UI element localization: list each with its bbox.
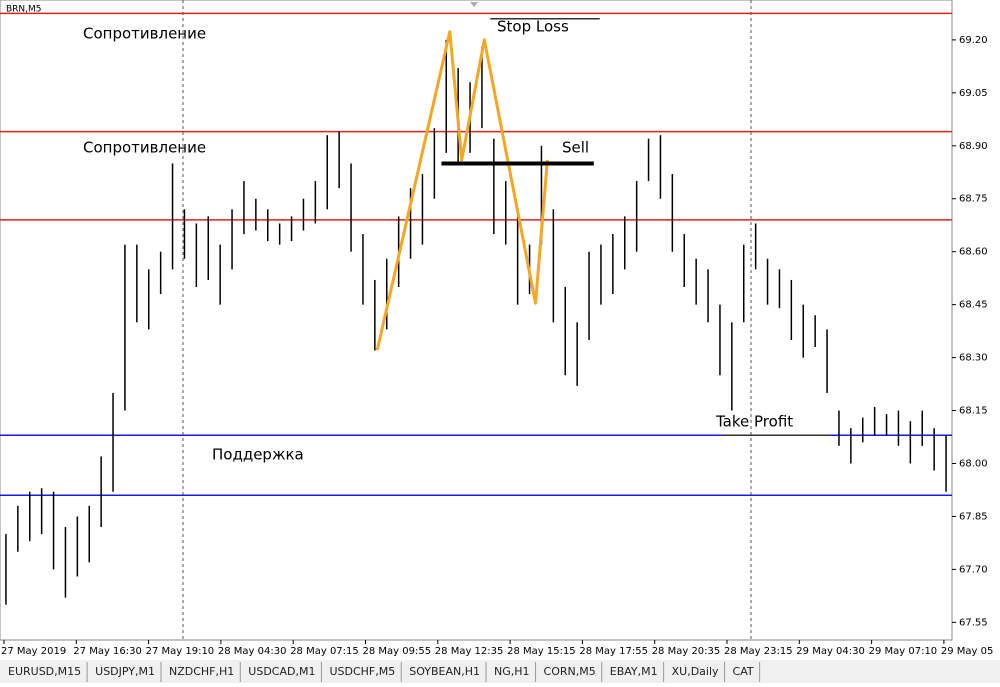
y-tick-label: 69.20 bbox=[959, 35, 988, 46]
y-tick-label: 68.90 bbox=[959, 141, 988, 152]
x-tick-label: 28 May 23:15 bbox=[724, 646, 793, 657]
tab[interactable]: USDCHF,M5 bbox=[329, 665, 395, 678]
y-tick-label: 68.75 bbox=[959, 194, 988, 205]
tab[interactable]: USDJPY,M1 bbox=[95, 665, 155, 678]
annotation: Sell bbox=[562, 139, 589, 157]
y-tick-label: 69.05 bbox=[959, 88, 988, 99]
x-tick-label: 29 May 04:30 bbox=[796, 646, 865, 657]
y-tick-label: 68.15 bbox=[959, 406, 988, 417]
symbol: BRN,M5 bbox=[6, 5, 42, 15]
tab[interactable]: EBAY,M1 bbox=[610, 665, 658, 678]
plot-frame bbox=[0, 0, 953, 641]
x-tick-label: 28 May 04:30 bbox=[218, 646, 287, 657]
y-tick-label: 68.45 bbox=[959, 300, 988, 311]
x-tick-label: 27 May 2019 bbox=[1, 646, 66, 657]
y-tick-label: 67.55 bbox=[959, 617, 988, 628]
y-tick-label: 68.60 bbox=[959, 247, 988, 258]
tab[interactable]: CORN,M5 bbox=[544, 665, 596, 678]
x-tick-label: 28 May 17:55 bbox=[579, 646, 648, 657]
annotation: Сопротивление bbox=[83, 25, 206, 43]
x-tick-label: 27 May 16:30 bbox=[73, 646, 142, 657]
tab[interactable]: EURUSD,M15 bbox=[8, 665, 81, 678]
tab[interactable]: USDCAD,M1 bbox=[248, 665, 315, 678]
y-tick-label: 68.00 bbox=[959, 458, 988, 469]
tab[interactable]: NZDCHF,H1 bbox=[169, 665, 234, 678]
scroll-marker bbox=[470, 2, 478, 7]
y-tick-label: 67.70 bbox=[959, 564, 988, 575]
annotation: Stop Loss bbox=[497, 18, 569, 36]
pattern-line bbox=[375, 30, 549, 351]
y-tick-label: 68.30 bbox=[959, 353, 988, 364]
tab-bar bbox=[0, 660, 1000, 683]
x-tick-label: 28 May 12:35 bbox=[435, 646, 504, 657]
annotation: Поддержка bbox=[212, 446, 304, 464]
x-tick-label: 29 May 07:10 bbox=[869, 646, 938, 657]
annotation: Сопротивление bbox=[83, 139, 206, 157]
x-tick-label: 27 May 19:10 bbox=[146, 646, 215, 657]
y-tick-label: 67.85 bbox=[959, 511, 988, 522]
tab[interactable]: NG,H1 bbox=[494, 665, 530, 678]
x-tick-label: 28 May 20:35 bbox=[652, 646, 721, 657]
x-tick-label: 29 May 05 bbox=[941, 646, 993, 657]
x-tick-label: 28 May 15:15 bbox=[507, 646, 576, 657]
x-tick-label: 28 May 07:15 bbox=[290, 646, 359, 657]
tab[interactable]: SOYBEAN,H1 bbox=[409, 665, 480, 678]
tab[interactable]: XU,Daily bbox=[672, 665, 719, 678]
tab[interactable]: CAT bbox=[733, 665, 754, 678]
x-tick-label: 28 May 09:55 bbox=[363, 646, 432, 657]
annotation: Take Profit bbox=[715, 413, 793, 431]
